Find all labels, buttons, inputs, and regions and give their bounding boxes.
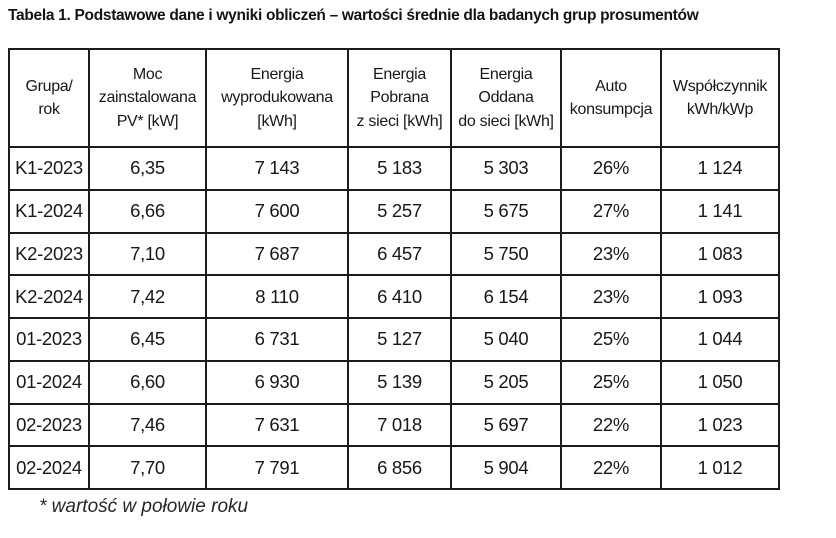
cell-group-year: 02-2024 bbox=[8, 445, 90, 490]
cell-energy-produced: 7 631 bbox=[205, 402, 349, 448]
cell-energy-fed: 5 205 bbox=[450, 359, 562, 405]
cell-coefficient: 1 124 bbox=[660, 146, 780, 191]
column-header-wspolczynnik: Współczynnik kWh/kWp - bbox=[660, 48, 780, 148]
cell-energy-drawn: 5 183 bbox=[347, 146, 452, 191]
cell-coefficient: 1 093 bbox=[660, 274, 780, 319]
cell-energy-produced: 8 110 bbox=[205, 274, 349, 319]
stray-dash-mark: - bbox=[729, 106, 734, 121]
cell-coefficient: 1 083 bbox=[660, 231, 780, 277]
cell-autoconsumption: 25% bbox=[560, 359, 662, 405]
table-row: 02-2023 7,46 7 631 7 018 5 697 22% 1 023 bbox=[8, 402, 780, 448]
cell-autoconsumption: 23% bbox=[560, 231, 662, 277]
cell-energy-produced: 7 687 bbox=[205, 231, 349, 277]
table-header-row: Grupa/ rok Moc zainstalowana PV* [kW] En… bbox=[8, 48, 780, 148]
column-header-wspolczynnik-label: Współczynnik kWh/kWp bbox=[672, 77, 768, 118]
cell-group-year: K2-2024 bbox=[8, 274, 90, 319]
table-row: 01-2023 6,45 6 731 5 127 5 040 25% 1 044 bbox=[8, 317, 780, 362]
table-row: K2-2023 7,10 7 687 6 457 5 750 23% 1 083 bbox=[8, 231, 780, 277]
cell-energy-drawn: 5 139 bbox=[347, 359, 452, 405]
cell-energy-fed: 5 750 bbox=[450, 231, 562, 277]
table-row: K1-2023 6,35 7 143 5 183 5 303 26% 1 124 bbox=[8, 146, 780, 191]
cell-energy-fed: 5 675 bbox=[450, 188, 562, 234]
column-header-energia-oddana: Energia Oddana do sieci [kWh] bbox=[450, 48, 562, 148]
cell-autoconsumption: 23% bbox=[560, 274, 662, 319]
cell-autoconsumption: 25% bbox=[560, 317, 662, 362]
cell-installed-power: 6,45 bbox=[88, 317, 207, 362]
cell-coefficient: 1 141 bbox=[660, 188, 780, 234]
cell-group-year: K1-2024 bbox=[8, 188, 90, 234]
column-header-moc-zainstalowana: Moc zainstalowana PV* [kW] bbox=[88, 48, 207, 148]
cell-energy-produced: 7 791 bbox=[205, 445, 349, 490]
table-row: 01-2024 6,60 6 930 5 139 5 205 25% 1 050 bbox=[8, 359, 780, 405]
cell-energy-drawn: 6 856 bbox=[347, 445, 452, 490]
cell-autoconsumption: 26% bbox=[560, 146, 662, 191]
table-row: K2-2024 7,42 8 110 6 410 6 154 23% 1 093 bbox=[8, 274, 780, 319]
cell-group-year: 01-2024 bbox=[8, 359, 90, 405]
cell-energy-drawn: 5 257 bbox=[347, 188, 452, 234]
cell-coefficient: 1 044 bbox=[660, 317, 780, 362]
table-footnote: * wartość w połowie roku bbox=[39, 496, 249, 517]
table-row: 02-2024 7,70 7 791 6 856 5 904 22% 1 012 bbox=[8, 445, 780, 490]
cell-energy-produced: 7 143 bbox=[205, 146, 349, 191]
prosumer-data-table: Grupa/ rok Moc zainstalowana PV* [kW] En… bbox=[8, 48, 780, 490]
cell-energy-produced: 6 930 bbox=[205, 359, 349, 405]
cell-autoconsumption: 22% bbox=[560, 445, 662, 490]
cell-installed-power: 6,66 bbox=[88, 188, 207, 234]
cell-energy-fed: 5 904 bbox=[450, 445, 562, 490]
cell-installed-power: 7,46 bbox=[88, 402, 207, 448]
cell-energy-drawn: 6 457 bbox=[347, 231, 452, 277]
cell-energy-fed: 6 154 bbox=[450, 274, 562, 319]
cell-coefficient: 1 012 bbox=[660, 445, 780, 490]
cell-group-year: 02-2023 bbox=[8, 402, 90, 448]
cell-energy-produced: 6 731 bbox=[205, 317, 349, 362]
cell-group-year: K2-2023 bbox=[8, 231, 90, 277]
table-caption: Tabela 1. Podstawowe dane i wyniki oblic… bbox=[8, 7, 699, 24]
cell-energy-fed: 5 040 bbox=[450, 317, 562, 362]
column-header-autokonsumpcja: Auto konsumpcja bbox=[560, 48, 662, 148]
cell-autoconsumption: 22% bbox=[560, 402, 662, 448]
cell-energy-produced: 7 600 bbox=[205, 188, 349, 234]
cell-group-year: 01-2023 bbox=[8, 317, 90, 362]
cell-energy-fed: 5 303 bbox=[450, 146, 562, 191]
column-header-energia-pobrana: Energia Pobrana z sieci [kWh] bbox=[347, 48, 452, 148]
cell-installed-power: 6,35 bbox=[88, 146, 207, 191]
cell-group-year: K1-2023 bbox=[8, 146, 90, 191]
cell-energy-drawn: 6 410 bbox=[347, 274, 452, 319]
cell-energy-fed: 5 697 bbox=[450, 402, 562, 448]
column-header-grupa-rok: Grupa/ rok bbox=[8, 48, 90, 148]
cell-coefficient: 1 050 bbox=[660, 359, 780, 405]
cell-energy-drawn: 7 018 bbox=[347, 402, 452, 448]
cell-installed-power: 7,10 bbox=[88, 231, 207, 277]
column-header-energia-wyprodukowana: Energia wyprodukowana [kWh] bbox=[205, 48, 349, 148]
table-row: K1-2024 6,66 7 600 5 257 5 675 27% 1 141 bbox=[8, 188, 780, 234]
cell-installed-power: 6,60 bbox=[88, 359, 207, 405]
cell-autoconsumption: 27% bbox=[560, 188, 662, 234]
cell-coefficient: 1 023 bbox=[660, 402, 780, 448]
cell-installed-power: 7,42 bbox=[88, 274, 207, 319]
cell-installed-power: 7,70 bbox=[88, 445, 207, 490]
cell-energy-drawn: 5 127 bbox=[347, 317, 452, 362]
